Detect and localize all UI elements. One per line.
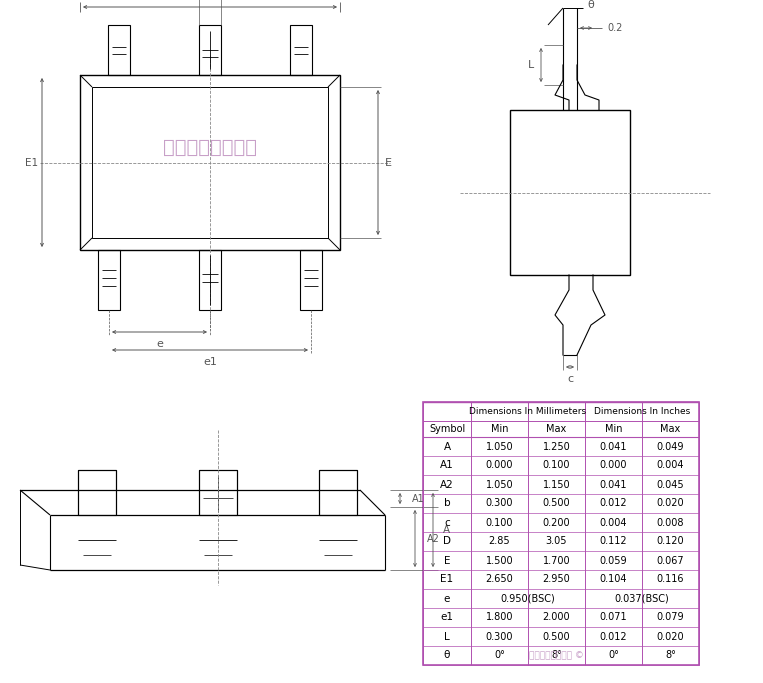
Text: 1.050: 1.050 <box>486 479 513 490</box>
Text: 0°: 0° <box>494 650 505 660</box>
Text: 0.041: 0.041 <box>600 479 627 490</box>
Text: 0.012: 0.012 <box>600 499 627 509</box>
Text: D: D <box>206 0 214 2</box>
Text: 0.2: 0.2 <box>607 23 623 33</box>
Text: 0.071: 0.071 <box>600 613 627 622</box>
Text: 3.05: 3.05 <box>546 537 567 546</box>
Text: b: b <box>444 499 450 509</box>
Text: 0.041: 0.041 <box>600 441 627 451</box>
Text: A1: A1 <box>440 460 454 471</box>
Text: 2.000: 2.000 <box>542 613 570 622</box>
Text: 0.500: 0.500 <box>542 499 570 509</box>
Text: E: E <box>385 158 391 167</box>
Text: e1: e1 <box>440 613 453 622</box>
Bar <box>199 25 221 75</box>
Text: 0.100: 0.100 <box>542 460 570 471</box>
Text: A1: A1 <box>412 494 425 503</box>
Bar <box>423 402 699 665</box>
Text: A2: A2 <box>427 533 440 544</box>
Bar <box>108 25 130 75</box>
Text: 0.300: 0.300 <box>486 499 513 509</box>
Text: 深圳市丽晶微电子: 深圳市丽晶微电子 <box>163 138 257 157</box>
Bar <box>290 25 312 75</box>
Text: 0°: 0° <box>608 650 619 660</box>
Text: 0.000: 0.000 <box>486 460 513 471</box>
Bar <box>199 250 221 310</box>
Text: Symbol: Symbol <box>429 424 465 434</box>
Text: 0.120: 0.120 <box>657 537 684 546</box>
Text: 2.950: 2.950 <box>542 574 571 585</box>
Text: Dimensions In Millimeters: Dimensions In Millimeters <box>469 407 587 416</box>
Text: Min: Min <box>491 424 508 434</box>
Text: e: e <box>156 339 163 349</box>
Text: 8°: 8° <box>551 650 562 660</box>
Bar <box>319 470 357 515</box>
Text: Dimensions In Inches: Dimensions In Inches <box>594 407 690 416</box>
Bar <box>78 470 116 515</box>
Text: E1: E1 <box>440 574 453 585</box>
Text: 1.050: 1.050 <box>486 441 513 451</box>
Text: 0.037(BSC): 0.037(BSC) <box>615 594 669 604</box>
Text: 0.004: 0.004 <box>657 460 684 471</box>
Text: A2: A2 <box>440 479 454 490</box>
Text: Max: Max <box>546 424 567 434</box>
Text: 0.079: 0.079 <box>657 613 684 622</box>
Text: 0.049: 0.049 <box>657 441 684 451</box>
Text: 0.059: 0.059 <box>600 555 627 566</box>
Bar <box>300 250 322 310</box>
Text: 0.200: 0.200 <box>542 518 570 527</box>
Text: L: L <box>444 632 450 641</box>
Text: 0.004: 0.004 <box>600 518 627 527</box>
Text: θ: θ <box>588 0 594 10</box>
Text: E1: E1 <box>25 158 39 167</box>
Text: 深圳市丽晶微电子 ©: 深圳市丽晶微电子 © <box>529 651 584 660</box>
Text: 0.045: 0.045 <box>657 479 684 490</box>
Text: Max: Max <box>660 424 681 434</box>
Text: e1: e1 <box>203 357 217 367</box>
Text: 8°: 8° <box>665 650 676 660</box>
Text: 0.100: 0.100 <box>486 518 513 527</box>
Text: 1.800: 1.800 <box>486 613 513 622</box>
Text: θ: θ <box>444 650 450 660</box>
Text: A: A <box>443 441 451 451</box>
Text: 0.008: 0.008 <box>657 518 684 527</box>
Text: 0.950(BSC): 0.950(BSC) <box>501 594 555 604</box>
Text: D: D <box>443 537 451 546</box>
Bar <box>198 470 237 515</box>
Bar <box>92 87 328 238</box>
Bar <box>510 110 630 275</box>
Text: E: E <box>444 555 450 566</box>
Bar <box>98 250 120 310</box>
Text: e: e <box>444 594 450 604</box>
Text: 1.150: 1.150 <box>542 479 570 490</box>
Text: 0.500: 0.500 <box>542 632 570 641</box>
Text: 0.012: 0.012 <box>600 632 627 641</box>
Text: 0.116: 0.116 <box>657 574 684 585</box>
Text: 1.700: 1.700 <box>542 555 570 566</box>
Text: 0.000: 0.000 <box>600 460 627 471</box>
Text: 2.85: 2.85 <box>488 537 510 546</box>
Text: c: c <box>567 374 573 384</box>
Text: 0.300: 0.300 <box>486 632 513 641</box>
Text: 0.067: 0.067 <box>657 555 684 566</box>
Text: 1.500: 1.500 <box>486 555 513 566</box>
Text: 0.020: 0.020 <box>657 499 684 509</box>
Text: c: c <box>444 518 450 527</box>
Text: 1.250: 1.250 <box>542 441 571 451</box>
Bar <box>80 75 340 250</box>
Text: 0.020: 0.020 <box>657 632 684 641</box>
Text: 2.650: 2.650 <box>485 574 513 585</box>
Text: 0.104: 0.104 <box>600 574 627 585</box>
Text: Min: Min <box>605 424 623 434</box>
Text: L: L <box>528 60 534 70</box>
Text: A: A <box>443 525 450 535</box>
Text: 0.112: 0.112 <box>600 537 627 546</box>
